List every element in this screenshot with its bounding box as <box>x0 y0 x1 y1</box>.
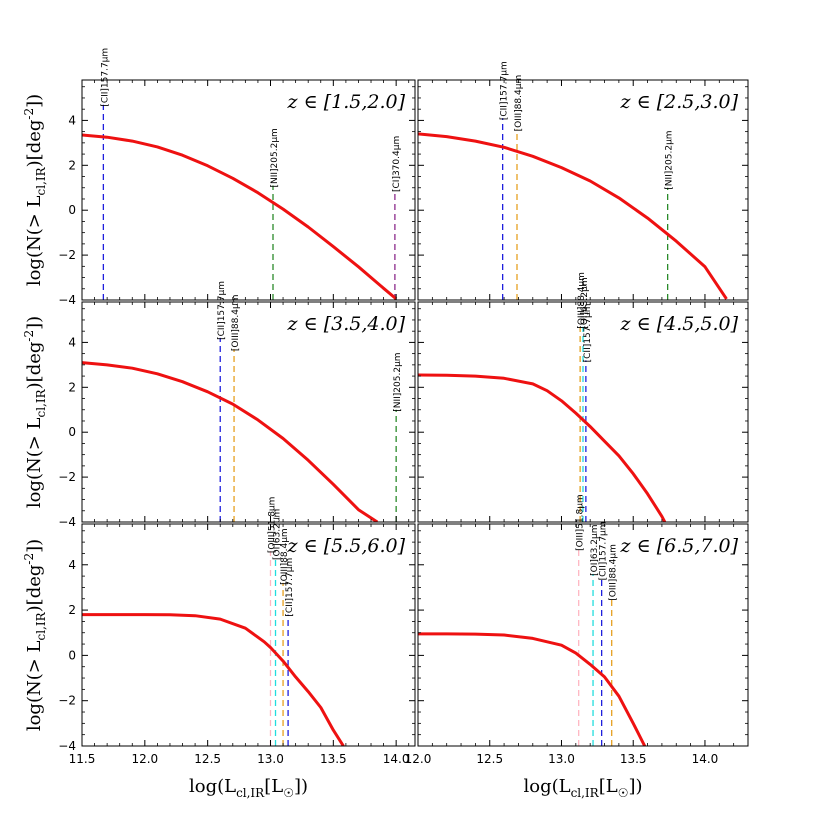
emission-line-label: [CII]157.7μm <box>285 558 295 617</box>
y-tick-label: −2 <box>58 470 76 484</box>
emission-line-label: [NII]205.2μm <box>393 352 403 411</box>
y-tick-label: −4 <box>58 293 76 307</box>
y-axis-label: log(N(> Lcl,IR)[deg-2]) <box>22 94 48 286</box>
chart-panel-6: [OIII]51.8μm [OI]63.2μm[CII]157.7μm [OIII]… <box>405 494 749 766</box>
emission-line-label: [OIII]88.4μm <box>514 75 524 132</box>
panel-title: z ∈ [1.5,2.0] <box>287 91 406 113</box>
emission-line-label: [OI]63.2μm <box>590 525 600 576</box>
emission-line-label: [CI]370.4μm <box>392 136 402 192</box>
emission-line-label: [CII]157.7μm <box>599 521 609 580</box>
x-axis-label: log(Lcl,IR[L☉]) <box>189 776 308 800</box>
x-tick-label: 12.5 <box>476 752 503 766</box>
panel-frame <box>417 79 749 301</box>
y-tick-label: 2 <box>68 158 76 172</box>
panel-frame <box>81 301 416 523</box>
y-tick-label: −4 <box>58 739 76 753</box>
emission-line-label: [OIII]88.4μm <box>231 295 241 352</box>
y-tick-label: 4 <box>68 558 76 572</box>
cumulative-count-curve <box>82 361 379 522</box>
panel-frame <box>417 301 749 523</box>
emission-line-label: [OIII]51.8μm <box>576 494 586 551</box>
panel-frame <box>81 79 416 301</box>
panel-title: z ∈ [3.5,4.0] <box>287 313 406 335</box>
panel-title: z ∈ [2.5,3.0] <box>620 91 739 113</box>
y-tick-label: −2 <box>58 694 76 708</box>
emission-line-label: [CII]157.7μm <box>583 303 593 362</box>
x-tick-label: 12.5 <box>194 752 221 766</box>
panel-title: z ∈ [6.5,7.0] <box>620 535 739 557</box>
x-axis-label: log(Lcl,IR[L☉]) <box>523 776 642 800</box>
chart-panel-5: [OIII]51.8μm[OI]63.2μm[OIII]88.4μm[CII]1… <box>22 497 416 766</box>
y-tick-label: 2 <box>68 603 76 617</box>
y-axis-label: log(N(> Lcl,IR)[deg-2]) <box>22 316 48 508</box>
x-tick-label: 11.5 <box>69 752 96 766</box>
y-tick-label: 0 <box>68 648 76 662</box>
emission-line-label: [NII]205.2μm <box>665 130 675 189</box>
emission-line-label: [CII]157.7μm <box>500 61 510 120</box>
x-tick-label: 13.0 <box>257 752 284 766</box>
y-tick-label: 0 <box>68 203 76 217</box>
cumulative-count-curve <box>418 132 728 300</box>
cumulative-count-curve <box>82 613 345 746</box>
y-tick-label: −2 <box>58 248 76 262</box>
emission-line-label: [OIII]88.4μm <box>280 528 290 585</box>
emission-line-label: [NII]205.2μm <box>270 128 280 187</box>
y-tick-label: 2 <box>68 380 76 394</box>
x-tick-label: 12.0 <box>131 752 158 766</box>
panel-frame <box>81 523 416 747</box>
cumulative-count-curve <box>82 133 398 300</box>
x-tick-label: 12.0 <box>405 752 432 766</box>
x-tick-label: 13.5 <box>620 752 647 766</box>
emission-line-label: [CII]157.7μm <box>217 281 227 340</box>
x-tick-label: 14.0 <box>692 752 719 766</box>
emission-line-label: [OIII]88.4μm <box>577 272 587 329</box>
x-tick-label: 13.0 <box>548 752 575 766</box>
emission-line-label: [OIII]51.8μm <box>267 497 277 554</box>
chart-panel-2: [CII]157.7μm [OIII]88.4μm [NII]205.2μm z ∈ … <box>417 61 749 301</box>
panel-title: z ∈ [5.5,6.0] <box>287 535 406 557</box>
y-tick-label: 0 <box>68 425 76 439</box>
chart-panel-3: [CII]157.7μm [OIII]88.4μm [NII]205.2μm −4 −2… <box>22 281 416 529</box>
y-tick-label: 4 <box>68 335 76 349</box>
panel-frame <box>417 523 749 747</box>
y-axis-label: log(N(> Lcl,IR)[deg-2]) <box>22 539 48 731</box>
emission-line-label: [OIII]88.4μm <box>609 544 619 601</box>
emission-line-label: [OI]63.2μm <box>580 277 590 328</box>
emission-line-label: [CII]157.7μm <box>100 48 110 107</box>
cumulative-count-curve <box>418 632 647 746</box>
chart-panel-1: [CII]157.7μm [NII]205.2μm [CI]370.4μm −4 −2 0… <box>22 48 416 307</box>
chart-panel-4: [OIII]88.4μm[OI]63.2μm[CII]157.7μm z ∈ [4… <box>417 272 749 523</box>
x-tick-label: 13.5 <box>320 752 347 766</box>
panel-title: z ∈ [4.5,5.0] <box>620 313 739 335</box>
y-tick-label: −4 <box>58 515 76 529</box>
emission-line-label: [OI]63.2μm <box>273 509 283 560</box>
x-tick-label: 14.0 <box>383 752 410 766</box>
cumulative-count-curve <box>418 373 667 522</box>
y-tick-label: 4 <box>68 113 76 127</box>
